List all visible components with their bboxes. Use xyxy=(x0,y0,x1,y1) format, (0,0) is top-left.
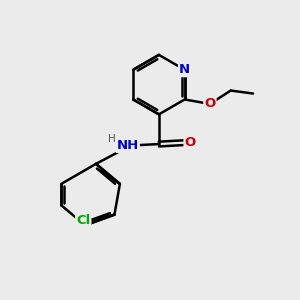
Text: NH: NH xyxy=(117,139,139,152)
Text: N: N xyxy=(179,63,190,76)
Text: Cl: Cl xyxy=(76,214,90,227)
Text: O: O xyxy=(204,98,215,110)
Text: H: H xyxy=(108,134,116,144)
Text: O: O xyxy=(184,136,196,149)
